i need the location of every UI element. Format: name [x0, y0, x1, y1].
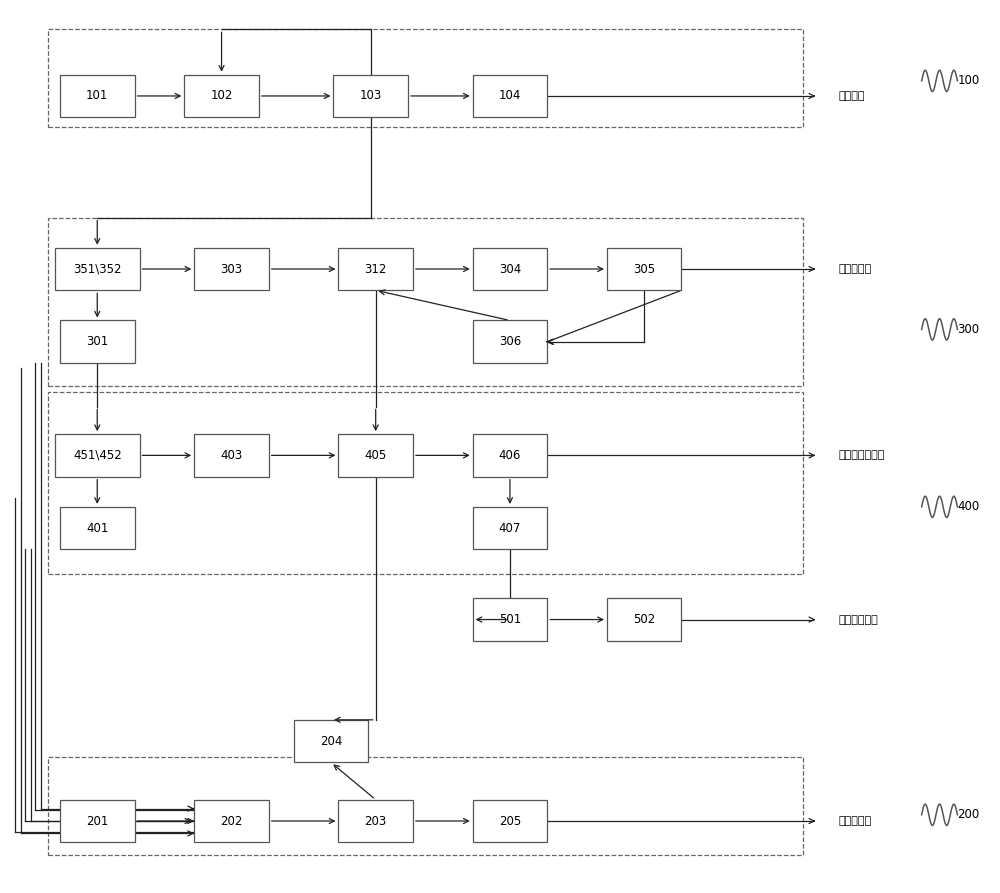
Bar	[294, 720, 368, 763]
Text: 405: 405	[365, 449, 387, 462]
Bar	[48, 757, 803, 855]
Bar	[60, 75, 135, 117]
Text: 100: 100	[957, 74, 980, 88]
Text: 312: 312	[365, 263, 387, 276]
Bar	[60, 800, 135, 842]
Bar	[55, 434, 140, 477]
Text: 103: 103	[360, 89, 382, 103]
Text: 204: 204	[320, 735, 342, 747]
Text: 301: 301	[86, 335, 108, 348]
Bar	[473, 598, 547, 641]
Bar	[184, 75, 259, 117]
Text: 401: 401	[86, 522, 108, 535]
Bar	[338, 434, 413, 477]
Text: 406: 406	[499, 449, 521, 462]
Text: 502: 502	[633, 613, 655, 626]
Text: 202: 202	[220, 814, 243, 828]
Bar	[60, 321, 135, 363]
Bar	[338, 800, 413, 842]
Bar	[48, 29, 803, 127]
Text: 303: 303	[220, 263, 243, 276]
Bar	[607, 598, 681, 641]
Bar	[48, 392, 803, 574]
Text: 351\352: 351\352	[73, 263, 122, 276]
Text: 451\452: 451\452	[73, 449, 122, 462]
Text: 304: 304	[499, 263, 521, 276]
Text: 祈酸副产品: 祈酸副产品	[838, 264, 871, 274]
Bar	[194, 434, 269, 477]
Text: 102: 102	[210, 89, 233, 103]
Text: 400: 400	[957, 500, 980, 513]
Text: 200: 200	[957, 808, 980, 822]
Text: 純硌产品: 純硌产品	[838, 91, 865, 101]
Bar	[338, 247, 413, 290]
Text: 104: 104	[499, 89, 521, 103]
Bar	[473, 800, 547, 842]
Text: 小苏打产品: 小苏打产品	[838, 816, 871, 826]
Text: 氯化钙副产品: 氯化钙副产品	[838, 614, 878, 624]
Text: 203: 203	[365, 814, 387, 828]
Text: 403: 403	[220, 449, 243, 462]
Bar	[333, 75, 408, 117]
Bar	[60, 507, 135, 549]
Bar	[194, 247, 269, 290]
Bar	[473, 247, 547, 290]
Text: 305: 305	[633, 263, 655, 276]
Bar	[607, 247, 681, 290]
Text: 300: 300	[957, 323, 980, 336]
Bar	[194, 800, 269, 842]
Bar	[473, 434, 547, 477]
Bar	[48, 218, 803, 386]
Text: 407: 407	[499, 522, 521, 535]
Text: 201: 201	[86, 814, 108, 828]
Bar	[473, 321, 547, 363]
Text: 101: 101	[86, 89, 108, 103]
Bar	[473, 507, 547, 549]
Bar	[473, 75, 547, 117]
Bar	[55, 247, 140, 290]
Text: 501: 501	[499, 613, 521, 626]
Text: 氮氧化鐵副产品: 氮氧化鐵副产品	[838, 450, 884, 461]
Text: 205: 205	[499, 814, 521, 828]
Text: 306: 306	[499, 335, 521, 348]
